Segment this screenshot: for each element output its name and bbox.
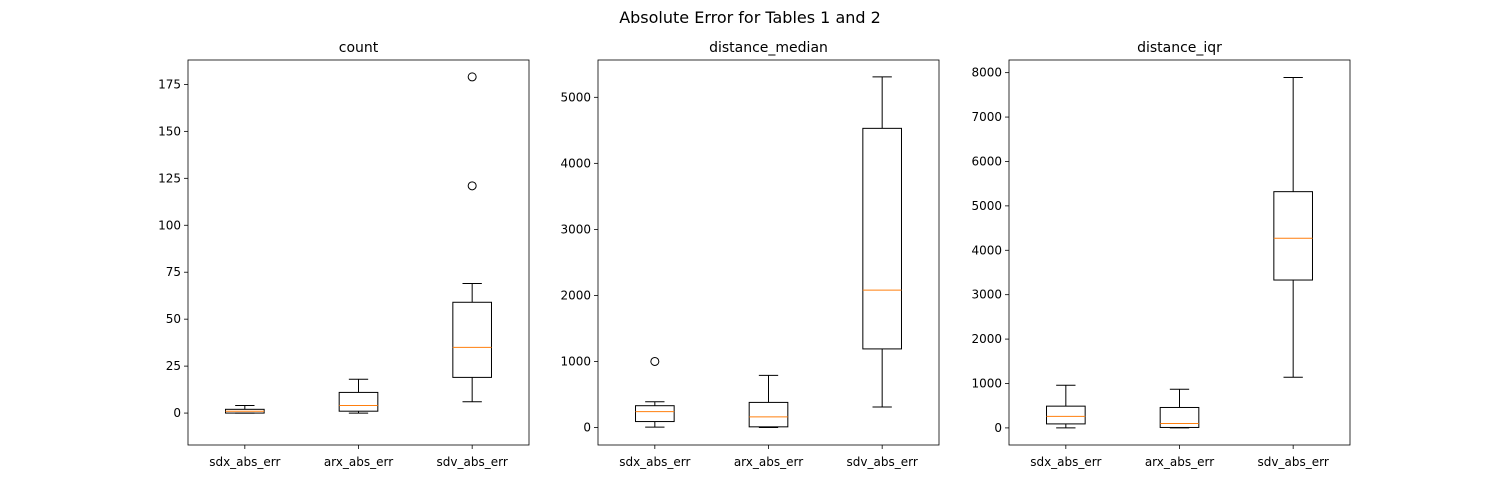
y-tick-label: 4000 [560,156,591,170]
x-tick-label: arx_abs_err [324,455,393,469]
y-tick-label: 3000 [971,288,1002,302]
box [1273,191,1313,281]
box [1046,405,1086,425]
axes-frame [1008,59,1351,446]
y-tick-label: 4000 [971,243,1002,257]
axes-frame [597,59,940,446]
y-tick-label: 5000 [971,199,1002,213]
box [748,401,789,428]
x-tick-label: sdv_abs_err [847,455,918,469]
y-tick-label: 150 [158,124,181,138]
y-tick-label: 0 [583,421,591,435]
y-tick-label: 7000 [971,110,1002,124]
outlier-point [650,356,660,366]
x-tick-label: arx_abs_err [1145,455,1214,469]
box [452,301,492,378]
panel-title: count [339,40,379,56]
y-tick-label: 1000 [971,376,1002,390]
x-tick-label: sdv_abs_err [1258,455,1329,469]
box [338,391,379,412]
axes-frame [187,59,530,446]
y-tick-label: 50 [166,312,181,326]
y-tick-label: 3000 [560,222,591,236]
y-tick-label: 8000 [971,66,1002,80]
panel-title: distance_median [709,40,828,56]
x-tick-label: sdx_abs_err [209,455,280,469]
x-tick-label: sdx_abs_err [1030,455,1101,469]
figure-title: Absolute Error for Tables 1 and 2 [619,8,881,27]
box [635,405,675,423]
y-tick-label: 0 [173,406,181,420]
x-tick-label: arx_abs_err [734,455,803,469]
y-tick-label: 125 [158,171,181,185]
y-tick-label: 6000 [971,154,1002,168]
y-tick-label: 0 [994,421,1002,435]
y-tick-label: 75 [166,265,181,279]
outlier-point [467,72,477,82]
panel-title: distance_iqr [1137,40,1222,56]
y-tick-label: 100 [158,218,181,232]
box [862,127,902,350]
y-tick-label: 175 [158,77,181,91]
outlier-point [467,181,477,191]
y-tick-label: 5000 [560,90,591,104]
y-tick-label: 1000 [560,354,591,368]
y-tick-label: 2000 [560,288,591,302]
y-tick-label: 2000 [971,332,1002,346]
box [1159,406,1200,428]
y-tick-label: 25 [166,359,181,373]
x-tick-label: sdx_abs_err [619,455,690,469]
x-tick-label: sdv_abs_err [437,455,508,469]
